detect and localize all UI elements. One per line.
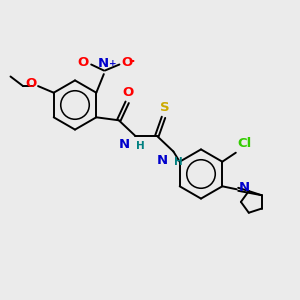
Text: -: - xyxy=(128,53,134,68)
Text: +: + xyxy=(109,58,116,68)
Text: O: O xyxy=(25,77,36,90)
Text: H: H xyxy=(136,141,145,151)
Text: N: N xyxy=(119,138,130,151)
Text: O: O xyxy=(122,86,134,99)
Text: H: H xyxy=(174,157,183,167)
Text: O: O xyxy=(78,56,89,69)
Text: N: N xyxy=(238,181,250,194)
Text: N: N xyxy=(157,154,168,167)
Text: Cl: Cl xyxy=(237,137,252,150)
Text: S: S xyxy=(160,101,169,114)
Text: N: N xyxy=(98,57,110,70)
Text: O: O xyxy=(121,56,132,69)
